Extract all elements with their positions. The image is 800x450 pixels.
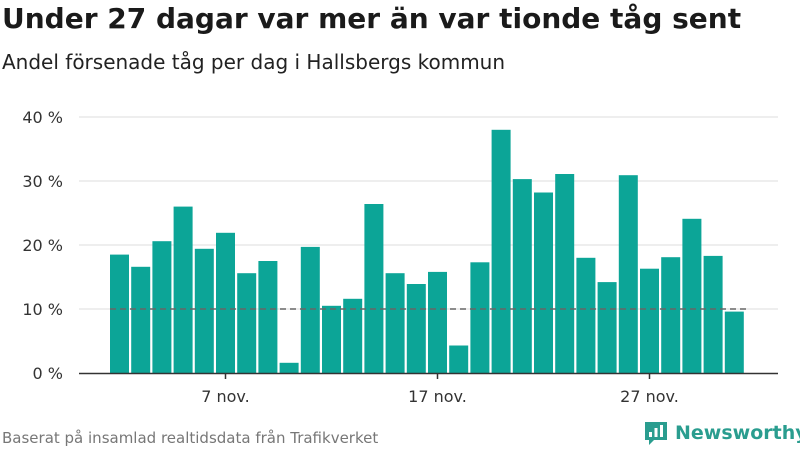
chart-subtitle: Andel försenade tåg per dag i Hallsbergs…	[2, 50, 506, 74]
bar	[258, 261, 278, 373]
y-tick-label: 10 %	[22, 300, 63, 319]
bar	[152, 241, 172, 373]
y-tick-label: 20 %	[22, 236, 63, 255]
chart-title: Under 27 dagar var mer än var tionde tåg…	[2, 2, 742, 35]
bar	[131, 266, 151, 373]
bar	[618, 175, 638, 373]
bar	[216, 232, 235, 373]
bar	[279, 362, 299, 373]
y-axis-tick-labels: 0 % 10 % 20 % 30 % 40 %	[22, 108, 63, 383]
bar	[661, 257, 681, 373]
x-tick-label: 17 nov.	[408, 387, 467, 406]
bar	[724, 311, 744, 373]
y-tick-label: 0 %	[33, 364, 63, 383]
chart-bubble-icon	[645, 422, 667, 445]
bar	[534, 192, 553, 373]
bar	[576, 257, 596, 373]
bar	[682, 218, 702, 373]
bar	[237, 273, 257, 373]
bar	[703, 255, 723, 373]
y-tick-label: 40 %	[22, 108, 63, 127]
bar	[640, 268, 659, 373]
bar	[385, 273, 405, 373]
bar	[470, 262, 490, 373]
source-note: Baserat på insamlad realtidsdata från Tr…	[2, 429, 379, 447]
y-tick-label: 30 %	[22, 172, 63, 191]
bar	[597, 282, 617, 373]
bar	[512, 179, 532, 373]
bar	[364, 204, 384, 373]
bar	[322, 305, 341, 373]
bar	[194, 248, 214, 373]
x-tick-label: 27 nov.	[620, 387, 679, 406]
bar	[406, 284, 426, 373]
bar	[343, 298, 363, 373]
bar	[428, 271, 447, 373]
bar	[491, 129, 511, 373]
bar	[555, 174, 575, 373]
bar	[173, 206, 193, 373]
bar	[110, 254, 129, 373]
x-axis-tick-labels: 7 nov. 17 nov. 27 nov.	[201, 373, 679, 406]
bar	[449, 345, 469, 373]
newsworthy-logo[interactable]: Newsworthy	[643, 419, 800, 447]
x-tick-label: 7 nov.	[201, 387, 250, 406]
bars	[110, 129, 744, 373]
brand-name: Newsworthy	[675, 422, 800, 444]
bar	[300, 246, 320, 373]
